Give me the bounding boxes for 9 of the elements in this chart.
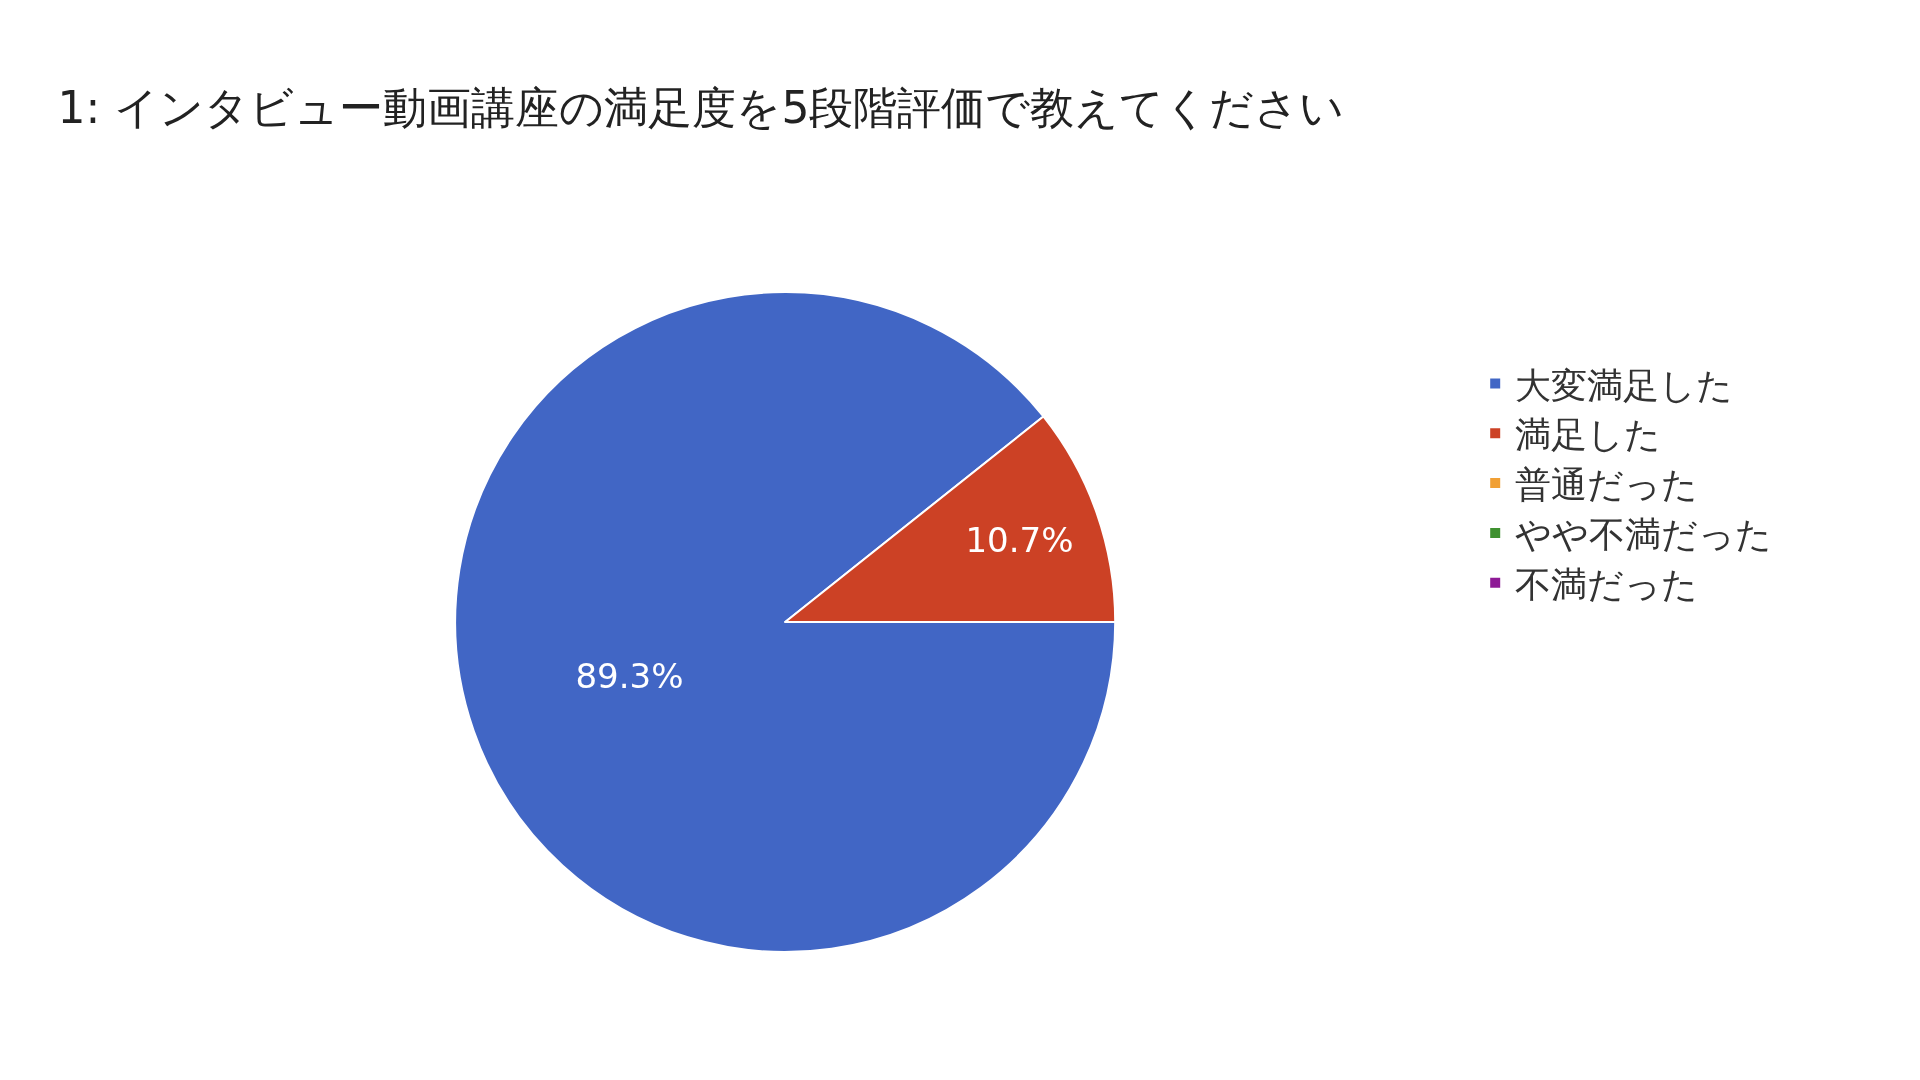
data-label: 10.7% [965,520,1074,561]
legend-label: 不満だった [1515,563,1699,605]
legend-label: やや不満だった [1515,513,1773,555]
data-label: 89.3% [575,656,684,697]
pie-slice [454,291,1117,953]
chart-title: 1: インタビュー動画講座の満足度を5段階評価で教えてください [57,82,1345,134]
legend-label: 大変満足した [1515,364,1734,406]
legend-label: 満足した [1515,414,1662,456]
legend-label: 普通だった [1515,464,1699,506]
